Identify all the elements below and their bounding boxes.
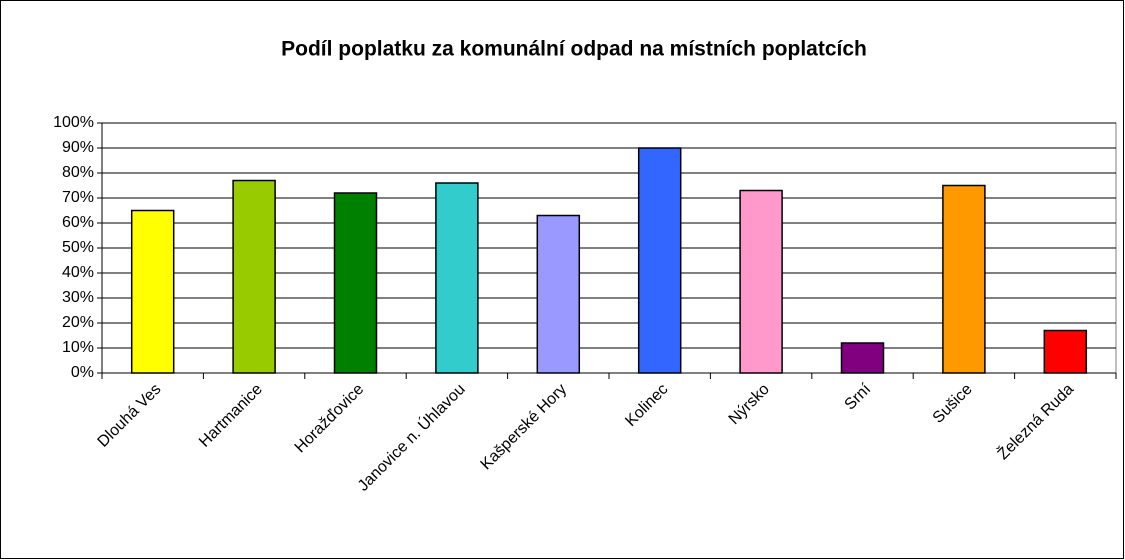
bar — [536, 214, 581, 374]
bar — [232, 179, 276, 374]
bar — [739, 189, 783, 374]
chart-title: Podíl poplatku za komunální odpad na mís… — [281, 38, 867, 61]
bar — [1043, 329, 1088, 374]
bar — [942, 184, 986, 374]
y-tick-label: 100% — [53, 114, 94, 131]
y-tick-label: 20% — [62, 314, 94, 331]
y-tick-label: 0% — [71, 364, 94, 381]
bar — [130, 209, 175, 374]
y-tick-label: 10% — [62, 339, 94, 356]
y-tick-label: 80% — [62, 164, 94, 181]
y-tick-label: 40% — [62, 264, 94, 281]
bar — [637, 147, 682, 374]
y-tick-label: 70% — [62, 189, 94, 206]
y-tick-label: 90% — [62, 139, 94, 156]
y-tick-label: 60% — [62, 214, 94, 231]
bar — [840, 342, 885, 374]
y-tick-label: 30% — [62, 289, 94, 306]
bar — [435, 182, 479, 374]
y-tick-label: 50% — [62, 239, 94, 256]
bar — [333, 192, 378, 374]
